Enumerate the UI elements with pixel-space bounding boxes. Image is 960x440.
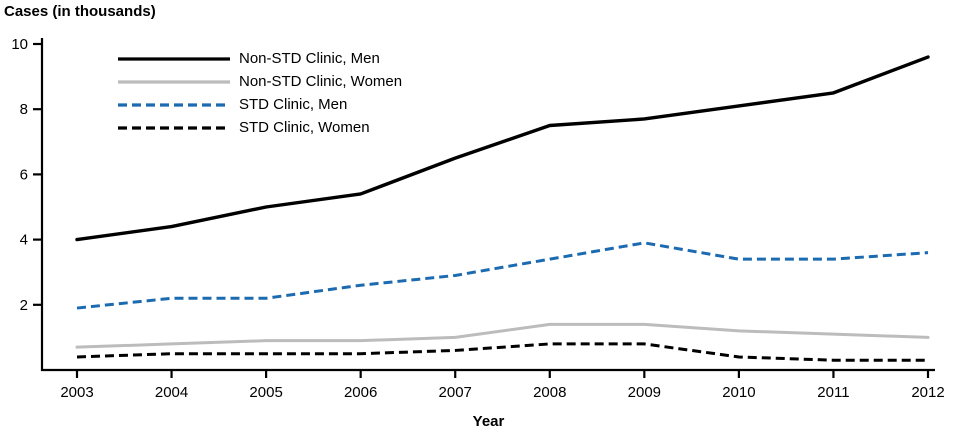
x-axis-tick-label: 2003 bbox=[60, 384, 93, 401]
x-axis-tick-label: 2004 bbox=[155, 384, 188, 401]
x-axis-title: Year bbox=[472, 413, 505, 430]
legend-label: STD Clinic, Men bbox=[239, 96, 348, 113]
chart-title: Cases (in thousands) bbox=[4, 3, 156, 20]
legend: Non-STD Clinic, Men Non-STD Clinic, Women… bbox=[118, 47, 402, 139]
legend-item: STD Clinic, Women bbox=[118, 116, 402, 139]
x-axis-tick-label: 2009 bbox=[628, 384, 661, 401]
x-axis-tick-label: 2010 bbox=[722, 384, 755, 401]
x-axis-tick-label: 2005 bbox=[249, 384, 282, 401]
legend-label: Non-STD Clinic, Women bbox=[239, 73, 403, 90]
x-axis-tick-label: 2011 bbox=[817, 384, 849, 401]
legend-label: Non-STD Clinic, Men bbox=[239, 50, 380, 67]
legend-swatch bbox=[118, 125, 230, 130]
axis-line bbox=[40, 38, 935, 372]
y-axis-tick-label: 2 bbox=[20, 297, 28, 314]
series-line-4 bbox=[76, 342, 928, 362]
series-line-2 bbox=[75, 322, 930, 349]
legend-swatch bbox=[118, 79, 230, 84]
legend-item: Non-STD Clinic, Men bbox=[118, 47, 402, 70]
legend-swatch bbox=[118, 102, 230, 107]
x-axis-tick-label: 2006 bbox=[344, 384, 377, 401]
y-axis-tick-label: 8 bbox=[20, 101, 28, 118]
legend-label: STD Clinic, Women bbox=[239, 119, 370, 136]
series-line-1 bbox=[75, 55, 930, 242]
x-axis-tick-label: 2012 bbox=[911, 384, 944, 401]
y-axis-tick-label: 6 bbox=[20, 166, 28, 183]
y-axis-tick-label: 4 bbox=[20, 232, 28, 249]
series-line-3 bbox=[76, 241, 929, 310]
legend-item: Non-STD Clinic, Women bbox=[118, 70, 402, 93]
y-axis-tick-label: 10 bbox=[11, 36, 28, 53]
legend-swatch bbox=[118, 56, 230, 61]
legend-item: STD Clinic, Men bbox=[118, 93, 402, 116]
x-axis-tick-label: 2007 bbox=[439, 384, 472, 401]
x-axis-tick-label: 2008 bbox=[533, 384, 566, 401]
